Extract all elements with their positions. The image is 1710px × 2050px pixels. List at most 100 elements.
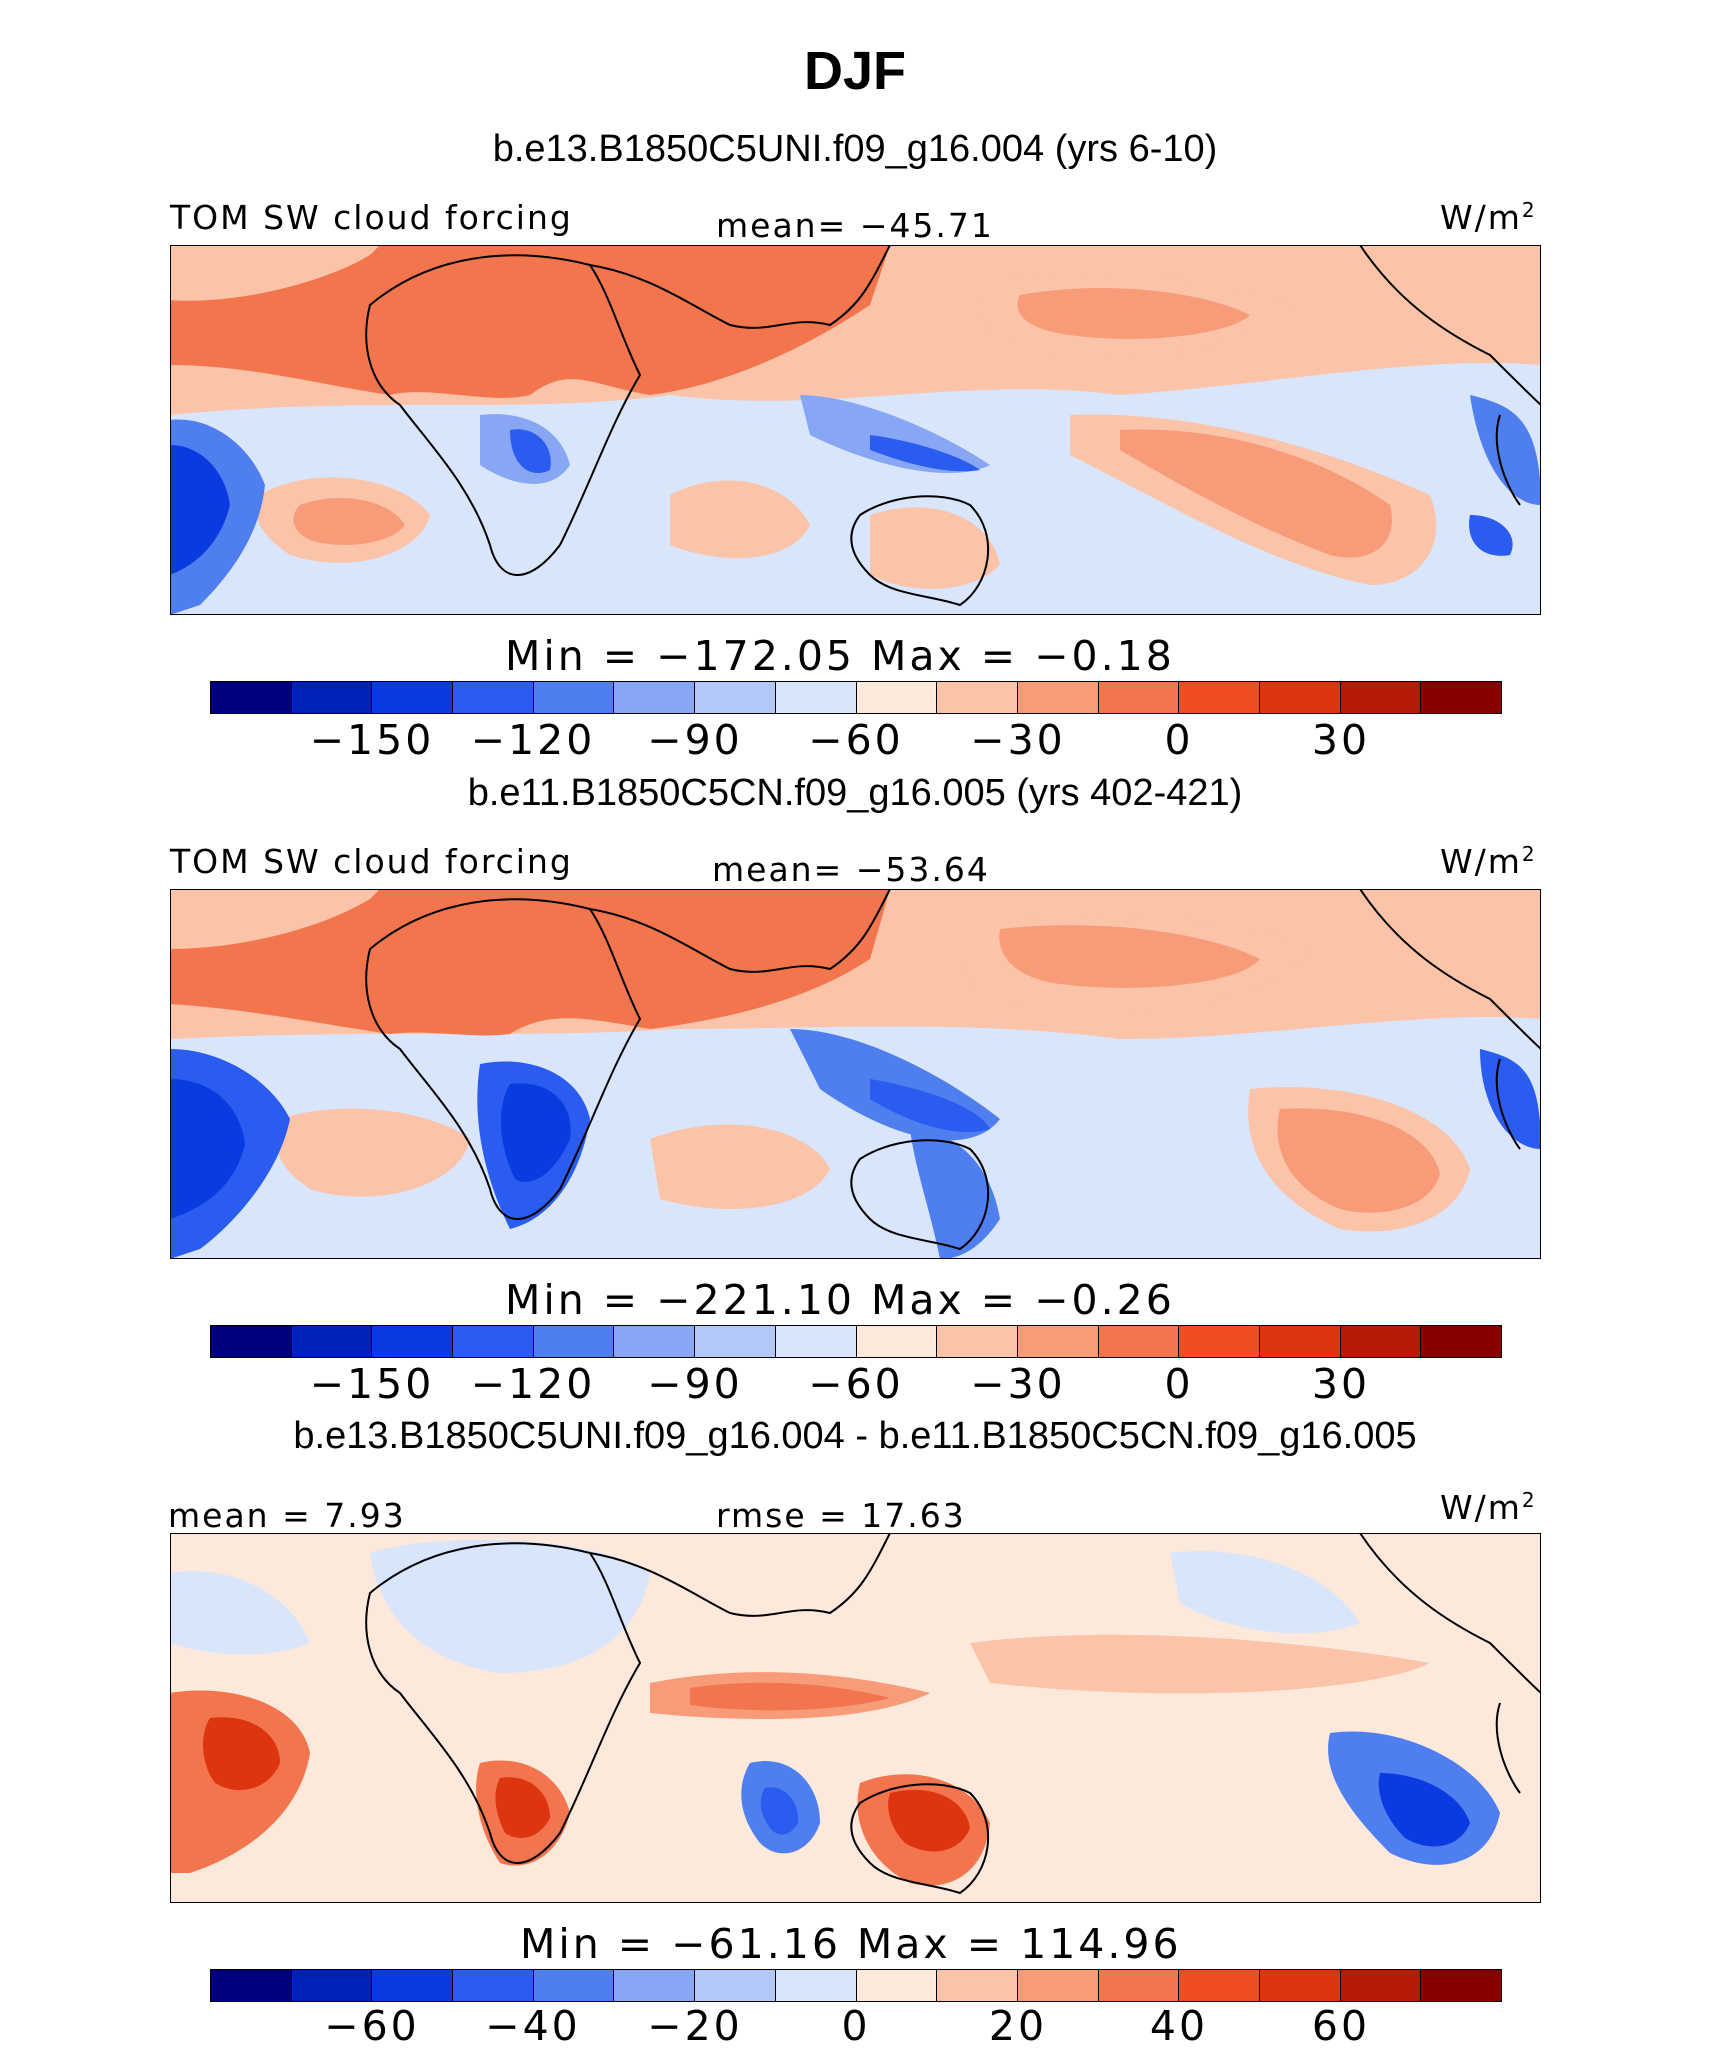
panel-3-tick: 20 [988, 2002, 1048, 2050]
p3-io-warm-core [690, 1682, 890, 1711]
p2-aus-cold [910, 1129, 1000, 1259]
colorbar-box [1259, 1326, 1341, 1357]
panel-3-tick: −60 [324, 2002, 420, 2050]
p1-samerica-core [170, 445, 230, 575]
p3-sepac-core [1378, 1773, 1470, 1847]
p3-sio-core [760, 1787, 799, 1835]
colorbar-box [533, 1970, 615, 2001]
p3-asia-outline [589, 1533, 891, 1617]
p1-africa-outline [365, 254, 642, 576]
colorbar-box [1017, 682, 1099, 713]
panel-1-tick: −120 [470, 716, 596, 764]
colorbar-box [856, 1970, 938, 2001]
p3-aus-core [888, 1789, 970, 1852]
panel-3-rmse-label: rmse = 17.63 [716, 1496, 966, 1535]
p3-npac-warm [970, 1634, 1430, 1694]
p2-australia-outline [850, 1139, 990, 1251]
colorbar-box [533, 1326, 615, 1357]
p2-maritime-core [870, 1079, 990, 1133]
page-title: DJF [803, 41, 906, 101]
panel-1-tick: 0 [1164, 716, 1194, 764]
panel-3-map [170, 1533, 1541, 1903]
colorbar-box [775, 1326, 857, 1357]
p1-spac-warm-core [1120, 429, 1392, 558]
p1-se-pac-cold [1469, 515, 1513, 556]
p3-americas-outline [1359, 1533, 1541, 1794]
colorbar-box [1259, 682, 1341, 713]
panel-2-units: W/m2 [1440, 842, 1537, 881]
p2-saharaasia-high [170, 889, 890, 1036]
colorbar-box [1017, 1970, 1099, 2001]
p2-africa-outline [365, 898, 642, 1220]
panel-2-mean-label: mean= −53.64 [712, 850, 990, 889]
colorbar-box [1259, 1970, 1341, 2001]
panel-2-tick: 0 [1164, 1360, 1194, 1408]
colorbar-box [1098, 682, 1180, 713]
colorbar-box [372, 1970, 454, 2001]
colorbar-box [775, 682, 857, 713]
p2-africa-core [500, 1083, 571, 1183]
panel-1-units: W/m2 [1440, 198, 1537, 237]
p2-peru-cold [1480, 1049, 1541, 1149]
panel-3-ticks: −60 −40 −20 0 20 40 60 [0, 2002, 1710, 2050]
colorbar-box [1421, 1326, 1501, 1357]
panel-2-tick: −30 [970, 1360, 1066, 1408]
panel-2-tick: 30 [1311, 1360, 1371, 1408]
panel-2-case-title: b.e11.B1850C5CN.f09_g16.005 (yrs 402-421… [467, 772, 1243, 814]
panel-3-colorbar [210, 1969, 1502, 2002]
colorbar-box [533, 682, 615, 713]
colorbar-box [211, 1970, 292, 2001]
colorbar-box [291, 682, 373, 713]
colorbar-box [695, 682, 776, 713]
p3-natl-cold [170, 1571, 310, 1655]
colorbar-box [1340, 1326, 1422, 1357]
p1-satl-core [293, 497, 405, 545]
colorbar-box [937, 1326, 1018, 1357]
p1-australia-outline [850, 495, 990, 607]
p1-peru-cold [1470, 395, 1541, 505]
colorbar-box [695, 1970, 776, 2001]
colorbar-box [937, 682, 1018, 713]
panel-2-tick: −150 [309, 1360, 435, 1408]
colorbar-box [372, 1326, 454, 1357]
p2-satl-warm [276, 1108, 470, 1197]
colorbar-box [1098, 1326, 1180, 1357]
colorbar-box [775, 1970, 857, 2001]
colorbar-box [1179, 1326, 1260, 1357]
panel-2-map [170, 889, 1541, 1259]
panel-1-min-max: Min = −172.05 Max = −0.18 [505, 632, 1175, 680]
colorbar-box [1340, 1970, 1422, 2001]
colorbar-box [1421, 1970, 1501, 2001]
panel-1-tick: −150 [309, 716, 435, 764]
colorbar-box [372, 682, 454, 713]
panel-2-colorbar [210, 1325, 1502, 1358]
colorbar-box [1340, 682, 1422, 713]
panel-3-units: W/m2 [1440, 1488, 1537, 1527]
colorbar-box [937, 1970, 1018, 2001]
panel-1-tick: −30 [970, 716, 1066, 764]
panel-1-variable-label: TOM SW cloud forcing [170, 198, 573, 237]
colorbar-box [695, 1326, 776, 1357]
p3-australia-outline [850, 1783, 990, 1895]
p1-npac-stratus-core [1017, 287, 1250, 339]
p2-samerica-core [170, 1079, 245, 1219]
p3-npac-cold [1170, 1551, 1360, 1634]
panel-3-min-max: Min = −61.16 Max = 114.96 [520, 1920, 1182, 1968]
p3-sahara-cold [370, 1539, 650, 1673]
p1-americas-outline [1359, 245, 1541, 506]
colorbar-box [1179, 1970, 1260, 2001]
panel-2-variable-label: TOM SW cloud forcing [170, 842, 573, 881]
panel-2-min-max: Min = −221.10 Max = −0.26 [505, 1276, 1175, 1324]
colorbar-box [614, 1970, 696, 2001]
panel-3-tick: 0 [841, 2002, 871, 2050]
colorbar-box [856, 1326, 938, 1357]
panel-1-tick: −90 [647, 716, 743, 764]
colorbar-box [453, 682, 534, 713]
panel-2-tick: −90 [647, 1360, 743, 1408]
colorbar-box [291, 1326, 373, 1357]
colorbar-box [211, 1326, 292, 1357]
p1-aus-warm [870, 507, 1000, 589]
panel-3-tick: −20 [647, 2002, 743, 2050]
colorbar-box [856, 682, 938, 713]
panel-1-ticks: −150 −120 −90 −60 −30 0 30 [0, 716, 1710, 764]
